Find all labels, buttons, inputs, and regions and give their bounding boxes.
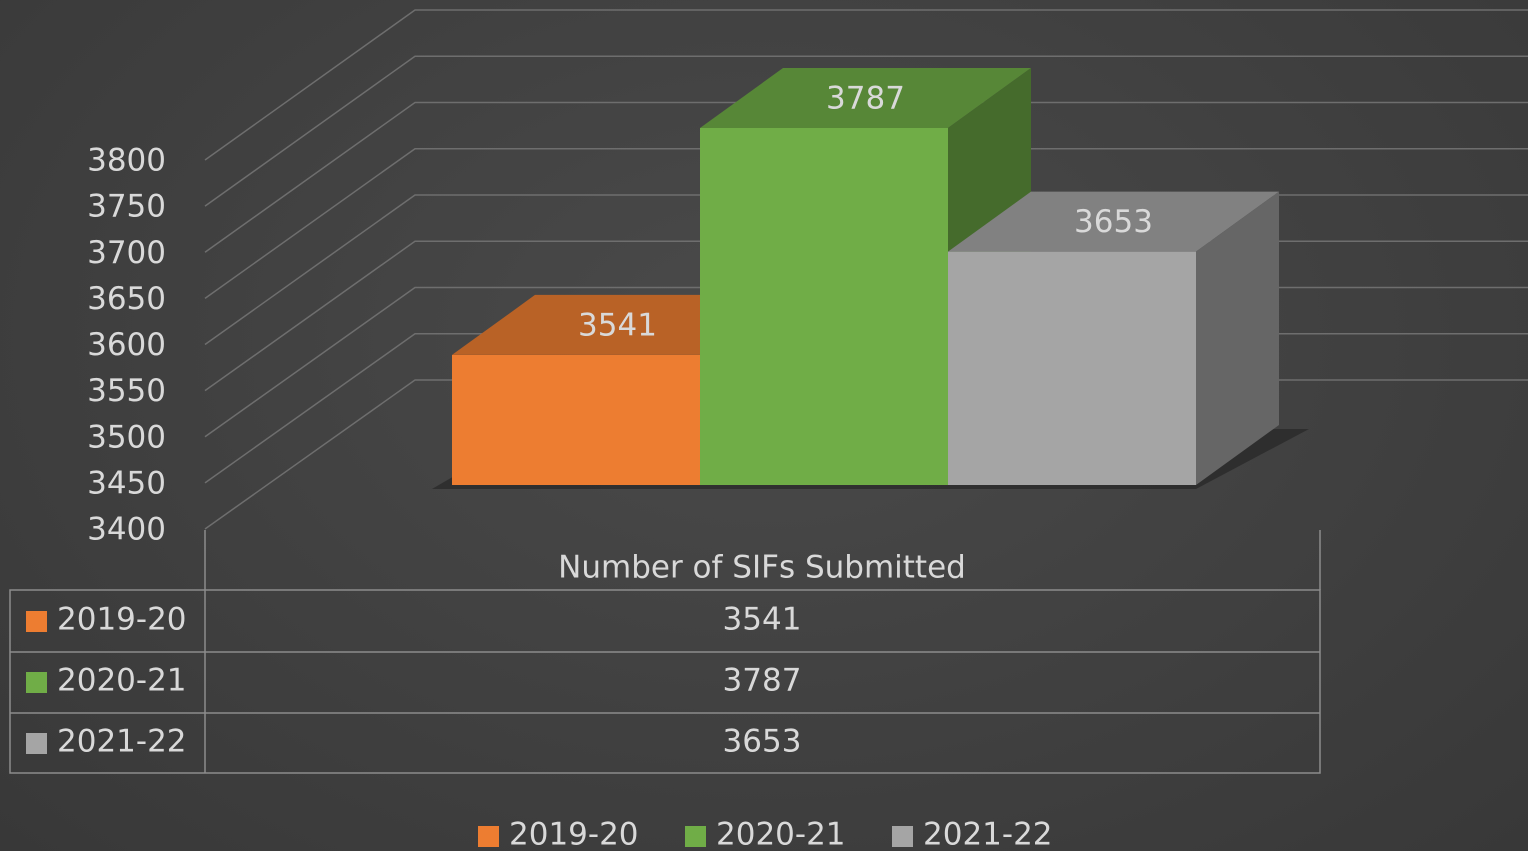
bar [452, 354, 700, 485]
table-row-label: 2019-20 [57, 602, 187, 638]
table-row-label: 2020-21 [57, 663, 187, 699]
bar-top [700, 67, 1031, 128]
table-cell: 3787 [723, 663, 802, 699]
bar-top [948, 191, 1279, 252]
y-tick-label: 3550 [87, 373, 166, 409]
table-cell: 3653 [723, 724, 802, 760]
table-legend-key [26, 672, 47, 693]
y-tick-label: 3800 [87, 143, 166, 179]
table-row-label: 2021-22 [57, 724, 187, 760]
y-tick-label: 3450 [87, 465, 166, 501]
grid-line [204, 148, 1528, 299]
y-tick-label: 3700 [87, 235, 166, 271]
y-tick-label: 3400 [87, 512, 166, 548]
grid-line [204, 9, 1528, 161]
table-border [9, 589, 1321, 774]
legend-label: 2020-21 [716, 817, 846, 851]
legend-swatch [685, 826, 706, 847]
bar [700, 127, 948, 486]
table-legend-key [26, 611, 47, 632]
y-tick-label: 3600 [87, 327, 166, 363]
table-legend-key [26, 733, 47, 754]
data-label: 3541 [578, 307, 657, 343]
grid-line [204, 101, 1528, 253]
legend-swatch [478, 826, 499, 847]
legend-label: 2021-22 [923, 817, 1053, 851]
data-label: 3787 [826, 80, 905, 116]
data-label: 3653 [1074, 204, 1153, 240]
table-cell: 3541 [723, 602, 802, 638]
y-tick-label: 3650 [87, 281, 166, 317]
legend-swatch [892, 826, 913, 847]
grid-line [204, 55, 1528, 207]
y-tick-label: 3500 [87, 419, 166, 455]
legend-label: 2019-20 [509, 817, 639, 851]
bar [948, 251, 1196, 485]
bar-side [1196, 191, 1279, 486]
table-header: Number of SIFs Submitted [558, 550, 966, 586]
y-tick-label: 3750 [87, 189, 166, 225]
